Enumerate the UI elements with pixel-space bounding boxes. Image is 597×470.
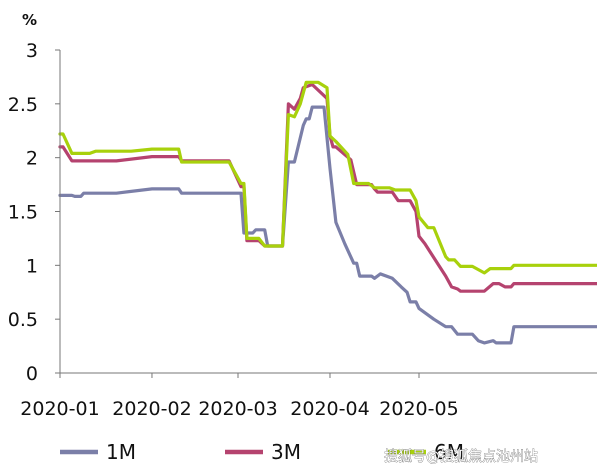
series-line-1m [58, 105, 597, 345]
y-tick-label: 2.5 [8, 94, 38, 116]
axes [59, 50, 597, 374]
x-tick-label: 2020-02 [112, 398, 191, 420]
legend-item-3m: 3M [225, 440, 301, 464]
legend-item-6m: 6M [388, 440, 464, 464]
y-axis-unit-label: % [22, 11, 37, 29]
y-tick-label: 0 [26, 363, 38, 385]
y-tick-label: 2 [26, 148, 38, 170]
x-axis-ticks: 2020-01 2020-02 2020-03 2020-04 2020-05 [20, 373, 459, 420]
y-tick-label: 1 [26, 255, 38, 277]
series-line-6m [58, 80, 597, 275]
x-tick-label: 2020-04 [290, 398, 369, 420]
series-lines [58, 80, 597, 345]
y-tick-label: 0.5 [8, 309, 38, 331]
legend-label: 1M [106, 440, 136, 464]
legend: 1M 3M 6M [60, 440, 464, 464]
x-tick-label: 2020-01 [20, 398, 99, 420]
x-tick-label: 2020-05 [379, 398, 458, 420]
y-tick-label: 1.5 [8, 202, 38, 224]
y-axis-ticks: 0 0.5 1 1.5 2 2.5 3 [8, 40, 60, 385]
legend-label: 3M [271, 440, 301, 464]
watermark-text: 搜狐号@搜狐焦点池州站 [384, 449, 538, 465]
legend-label: 6M [434, 440, 464, 464]
x-tick-label: 2020-03 [198, 398, 277, 420]
y-tick-label: 3 [26, 40, 38, 62]
legend-item-1m: 1M [60, 440, 136, 464]
